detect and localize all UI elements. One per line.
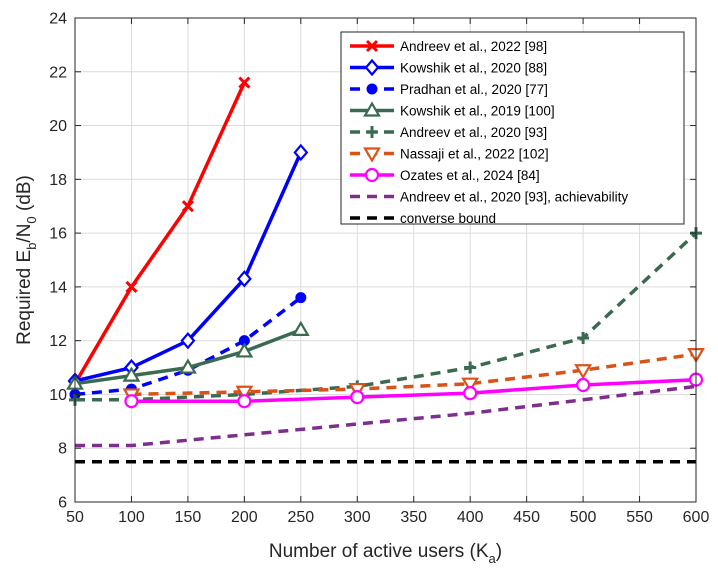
legend-label: Kowshik et al., 2019 [100] bbox=[400, 104, 555, 119]
legend-entry: Nassaji et al., 2022 [102] bbox=[350, 147, 549, 163]
x-axis-label-end: ) bbox=[496, 541, 502, 562]
x-tick-label: 250 bbox=[287, 509, 314, 526]
data-point bbox=[574, 364, 593, 380]
data-point bbox=[464, 361, 477, 374]
y-axis-label-mid: /N bbox=[14, 224, 35, 243]
x-tick-label: 500 bbox=[570, 509, 597, 526]
y-tick-label: 18 bbox=[49, 172, 67, 189]
legend-label: Pradhan et al., 2020 [77] bbox=[400, 82, 548, 97]
legend-label: Andreev et al., 2020 [93] bbox=[400, 125, 547, 140]
x-tick-label: 100 bbox=[118, 509, 145, 526]
series-ozates-et-al-2024-84 bbox=[124, 372, 704, 409]
legend-entry: converse bound bbox=[350, 211, 496, 226]
x-tick-label: 400 bbox=[457, 509, 484, 526]
y-axis-label-post: (dB) bbox=[14, 175, 35, 216]
legend-marker bbox=[364, 58, 380, 77]
legend-label: Nassaji et al., 2022 [102] bbox=[400, 147, 549, 162]
legend-label: converse bound bbox=[400, 211, 496, 226]
legend-marker bbox=[363, 101, 381, 117]
y-axis-label-sub1: b bbox=[24, 243, 39, 250]
x-axis-label-main: Number of active users (K bbox=[269, 541, 489, 562]
data-point bbox=[180, 331, 196, 350]
x-tick-label: 550 bbox=[626, 509, 653, 526]
data-point bbox=[236, 270, 252, 288]
data-point bbox=[181, 200, 194, 213]
data-point bbox=[350, 390, 365, 405]
data-point bbox=[295, 292, 307, 304]
legend-entry: Kowshik et al., 2019 [100] bbox=[350, 101, 555, 119]
legend-entry: Andreev et al., 2020 [93], achievability bbox=[350, 190, 628, 205]
x-tick-label: 600 bbox=[683, 509, 710, 526]
legend-entry: Andreev et al., 2020 [93] bbox=[350, 125, 547, 140]
data-point bbox=[463, 386, 478, 401]
x-tick-label: 50 bbox=[66, 509, 84, 526]
series-layer bbox=[66, 76, 705, 464]
series-line bbox=[131, 352, 697, 397]
legend-label: Andreev et al., 2020 [93], achievability bbox=[400, 190, 628, 205]
x-axis-label-sub: a bbox=[489, 551, 497, 566]
x-tick-label: 200 bbox=[231, 509, 258, 526]
data-point bbox=[291, 320, 310, 337]
series-kowshik-et-al-2019-100 bbox=[66, 320, 310, 390]
x-axis-label: Number of active users (Ka) bbox=[269, 541, 502, 566]
legend: Andreev et al., 2022 [98] Kowshik et al.,… bbox=[340, 31, 685, 226]
x-tick-label: 150 bbox=[175, 509, 202, 526]
series-line bbox=[131, 377, 697, 403]
series-line bbox=[75, 384, 697, 448]
legend-label: Kowshik et al., 2020 [88] bbox=[400, 61, 547, 76]
plot-frame bbox=[74, 17, 697, 503]
data-point bbox=[238, 76, 251, 89]
legend-marker bbox=[365, 39, 379, 53]
y-tick-label: 6 bbox=[58, 495, 67, 512]
y-tick-label: 14 bbox=[49, 279, 67, 296]
legend-entry: Ozates et al., 2024 [84] bbox=[350, 167, 540, 183]
data-point bbox=[461, 377, 480, 393]
y-axis-label-sub2: 0 bbox=[24, 216, 39, 223]
y-tick-label: 24 bbox=[49, 11, 67, 28]
y-tick-label: 20 bbox=[49, 118, 67, 135]
legend-marker bbox=[366, 126, 378, 138]
axis-ticks: 50 100 150 200 250 300 350 400 450 500 550 600 6 8 10 1… bbox=[49, 11, 709, 527]
y-tick-label: 8 bbox=[58, 441, 67, 458]
data-point bbox=[124, 394, 139, 409]
data-point bbox=[235, 385, 254, 401]
y-tick-label: 10 bbox=[49, 387, 67, 404]
data-point bbox=[178, 358, 197, 374]
data-point bbox=[237, 394, 252, 409]
x-tick-label: 300 bbox=[344, 509, 371, 526]
y-axis-label-pre: Required E bbox=[14, 250, 35, 345]
y-tick-label: 16 bbox=[49, 226, 67, 243]
data-point bbox=[125, 280, 138, 293]
legend-marker bbox=[366, 83, 378, 95]
series-line bbox=[74, 296, 302, 397]
legend-marker bbox=[364, 167, 380, 183]
legend-entry: Pradhan et al., 2020 [77] bbox=[350, 82, 548, 97]
x-tick-label: 450 bbox=[513, 509, 540, 526]
data-point bbox=[122, 366, 141, 382]
y-axis-label: Required Eb/N0 (dB) bbox=[14, 175, 39, 345]
legend-box bbox=[340, 31, 685, 225]
legend-marker bbox=[363, 147, 381, 163]
x-tick-label: 350 bbox=[400, 509, 427, 526]
data-point bbox=[577, 331, 590, 344]
series-line bbox=[73, 81, 246, 385]
data-point bbox=[293, 143, 309, 162]
legend-label: Andreev et al., 2022 [98] bbox=[400, 39, 547, 54]
y-tick-label: 22 bbox=[49, 64, 67, 81]
data-point bbox=[575, 377, 591, 393]
y-tick-label: 12 bbox=[49, 333, 67, 350]
legend-label: Ozates et al., 2024 [84] bbox=[400, 168, 540, 183]
data-point bbox=[235, 342, 254, 358]
legend-entry: Andreev et al., 2022 [98] bbox=[350, 39, 547, 54]
series-andreev-et-al-2020-93-achievability bbox=[75, 384, 697, 448]
legend-entry: Kowshik et al., 2020 [88] bbox=[350, 58, 547, 77]
